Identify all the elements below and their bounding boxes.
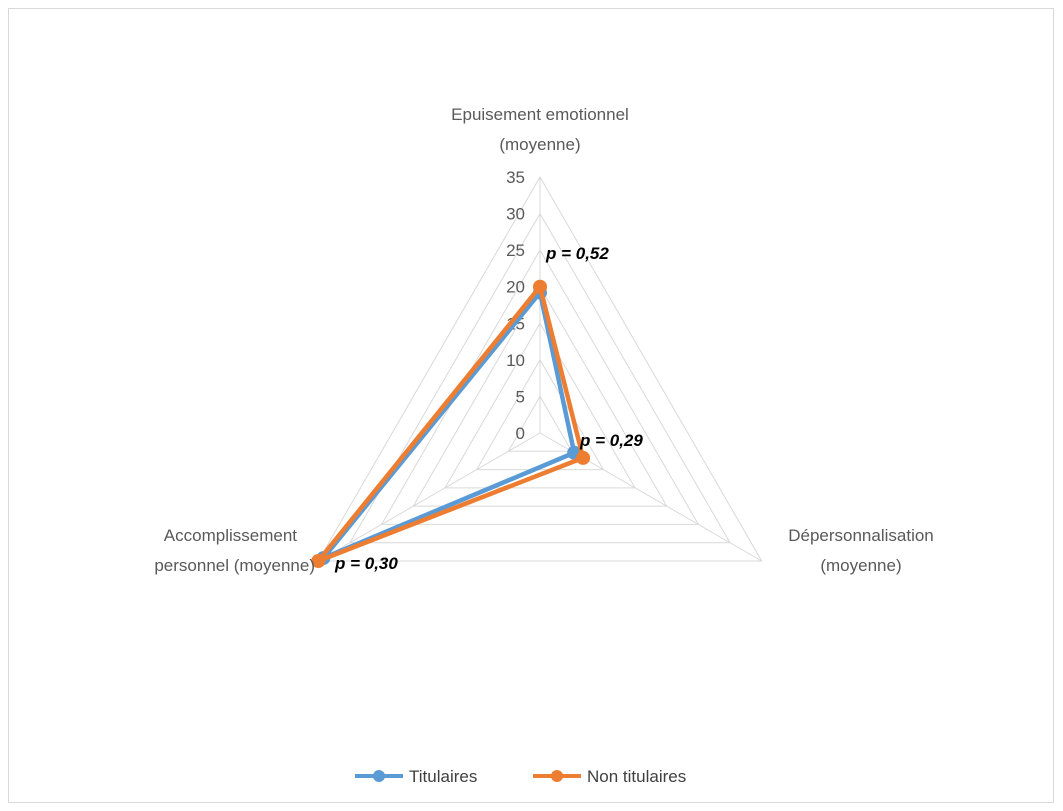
axis-label-accomplissement-line2: personnel (moyenne) [154, 556, 315, 575]
tick-label: 35 [506, 168, 525, 187]
tick-label: 0 [516, 424, 525, 443]
grid-ring [444, 322, 636, 489]
radar-chart: 0 5 10 15 20 25 30 35 Epuisement emotion… [154, 105, 934, 786]
legend-item-non-titulaires[interactable]: Non titulaires [533, 767, 686, 786]
axis-label-depersonnalisation-line2: (moyenne) [820, 556, 901, 575]
grid-ring [317, 176, 763, 562]
legend-swatch-marker [551, 770, 563, 782]
grid-ring [507, 395, 573, 452]
annotation-p-accomplissement: p = 0,30 [334, 554, 398, 573]
axis-label-epuisement-line1: Epuisement emotionnel [451, 105, 629, 124]
annotation-p-epuisement: p = 0,52 [545, 244, 609, 263]
series-non-titulaires [311, 279, 591, 568]
series-line [316, 284, 586, 564]
axis-label-accomplissement-line1: Accomplissement [164, 526, 297, 545]
series-line [321, 290, 577, 561]
series [311, 279, 591, 568]
grid [317, 176, 763, 562]
annotation-p-depersonnalisation: p = 0,29 [579, 431, 643, 450]
legend-label-titulaires: Titulaires [409, 767, 477, 786]
legend: Titulaires Non titulaires [355, 767, 686, 786]
tick-label: 20 [506, 278, 525, 297]
axis-label-depersonnalisation-line1: Dépersonnalisation [788, 526, 934, 545]
grid-ring [349, 212, 731, 544]
tick-label: 25 [506, 241, 525, 260]
legend-swatch-marker [373, 770, 385, 782]
tick-label: 5 [516, 387, 525, 406]
data-point[interactable] [533, 279, 547, 294]
axis-label-epuisement-line2: (moyenne) [499, 135, 580, 154]
chart-area: 0 5 10 15 20 25 30 35 Epuisement emotion… [8, 8, 1054, 803]
grid-spoke [318, 432, 541, 562]
series-titulaires [316, 285, 582, 566]
tick-label: 30 [506, 205, 525, 224]
grid-ring [412, 285, 668, 507]
legend-item-titulaires[interactable]: Titulaires [355, 767, 477, 786]
data-point[interactable] [311, 554, 326, 568]
legend-label-non-titulaires: Non titulaires [587, 767, 686, 786]
tick-label: 10 [506, 351, 525, 370]
data-point[interactable] [576, 450, 591, 465]
